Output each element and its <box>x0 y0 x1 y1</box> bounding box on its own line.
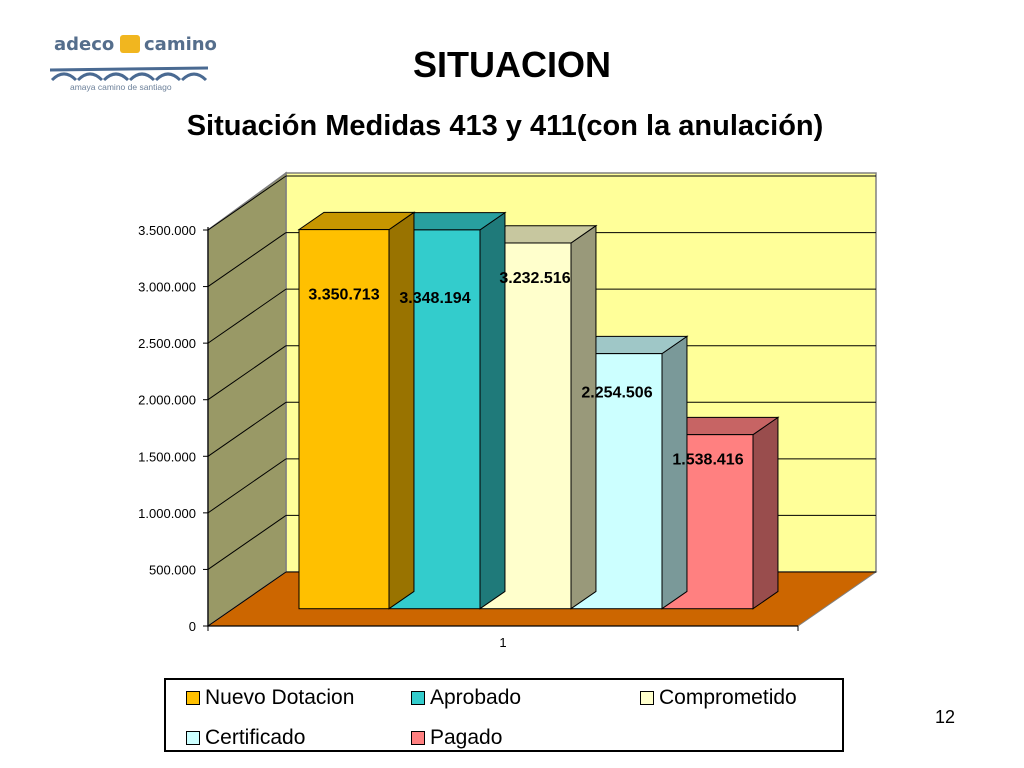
legend-item: Nuevo Dotacion <box>186 686 355 709</box>
y-tick-label: 3.000.000 <box>138 280 196 295</box>
legend-item: Pagado <box>411 726 503 749</box>
gridline-side <box>207 571 287 627</box>
y-tick-label: 3.500.000 <box>138 223 196 238</box>
logo-word-right: camino <box>144 34 217 55</box>
legend-label: Comprometido <box>659 686 797 709</box>
bar-side-3 <box>661 335 688 610</box>
y-tick-label: 1.500.000 <box>138 449 196 464</box>
y-tick-label: 2.500.000 <box>138 336 196 351</box>
y-tick-label: 500.000 <box>149 562 196 577</box>
gridline-side <box>207 458 287 514</box>
bar-side-2 <box>570 224 597 610</box>
page-subtitle: Situación Medidas 413 y 411(con la anula… <box>186 110 824 142</box>
gridline-side <box>207 232 287 287</box>
gridline-side <box>207 515 287 570</box>
gridline-side <box>207 345 287 401</box>
bar-side-4 <box>752 416 779 610</box>
y-tick-label: 0 <box>189 619 196 634</box>
logo-tagline: amaya camino de santiago <box>70 82 172 92</box>
y-tick-label: 2.000.000 <box>138 393 196 408</box>
data-label: 3.350.713 <box>308 287 379 304</box>
gridline-side <box>207 401 287 457</box>
company-logo: adeco camino amaya camino de santiago <box>46 32 217 102</box>
legend-label: Certificado <box>205 726 306 749</box>
y-tick-label: 1.000.000 <box>138 506 196 521</box>
bar-chart: 0 500.000 1.000.000 1.500.000 2.000.000 2.500… <box>138 171 878 650</box>
legend-swatch <box>186 731 200 745</box>
data-label: 3.232.516 <box>499 270 570 287</box>
page-number: 12 <box>935 707 956 727</box>
scallop-shell-icon <box>120 35 140 53</box>
data-label: 1.538.416 <box>672 452 743 469</box>
x-tick-label: 1 <box>499 635 506 650</box>
logo-word-left: adeco <box>54 34 115 55</box>
bar-side-0 <box>388 211 415 610</box>
legend-label: Aprobado <box>430 686 522 709</box>
bar-0 <box>298 229 390 610</box>
page-title: SITUACION <box>413 44 611 85</box>
data-label: 2.254.506 <box>581 385 652 402</box>
legend-label: Nuevo Dotacion <box>205 686 355 709</box>
legend-item: Certificado <box>186 726 306 749</box>
bridge-arches-icon <box>49 66 209 82</box>
legend-swatch <box>186 691 200 705</box>
legend-label: Pagado <box>430 726 503 749</box>
gridline-side <box>207 288 287 344</box>
legend-swatch <box>411 731 425 745</box>
chart-legend: Nuevo Dotacion Aprobado Comprometido Certif… <box>164 678 844 752</box>
legend-item: Comprometido <box>640 686 797 709</box>
legend-swatch <box>640 691 654 705</box>
legend-item: Aprobado <box>411 686 522 709</box>
gridline-side <box>207 175 287 231</box>
legend-swatch <box>411 691 425 705</box>
data-label: 3.348.194 <box>399 290 470 307</box>
